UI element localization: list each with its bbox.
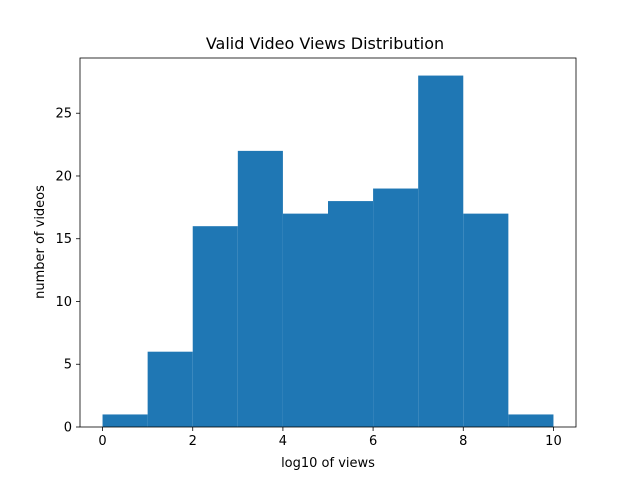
histogram-bar [192,226,238,427]
bars-group [102,75,554,428]
x-tick-label: 2 [189,434,197,449]
x-tick-label: 8 [459,434,467,449]
y-axis-label: number of videos [33,185,48,299]
x-axis: 0 2 4 6 8 10 [98,427,562,449]
y-tick-label: 10 [55,295,72,310]
histogram-bar [282,213,328,427]
y-tick-label: 5 [64,358,72,373]
y-tick-label: 15 [55,232,72,247]
histogram-bar [102,414,148,427]
x-axis-label: log10 of views [281,456,375,471]
histogram-bar [463,213,509,427]
histogram-bar [418,75,464,428]
plot-frame [79,57,577,428]
histogram-bar [147,351,193,427]
y-tick-label: 0 [64,421,72,436]
histogram-bar [508,414,554,427]
x-tick-label: 10 [545,434,562,449]
x-tick-label: 6 [369,434,377,449]
y-tick-label: 25 [55,107,72,122]
x-tick-label: 0 [98,434,106,449]
histogram-bar [328,201,374,427]
histogram-bar [373,188,419,427]
chart-title: Valid Video Views Distribution [206,34,444,53]
x-tick-label: 4 [279,434,287,449]
y-axis: 0 5 10 15 20 25 [55,107,80,436]
histogram-bar [237,150,283,427]
y-tick-label: 20 [55,169,72,184]
